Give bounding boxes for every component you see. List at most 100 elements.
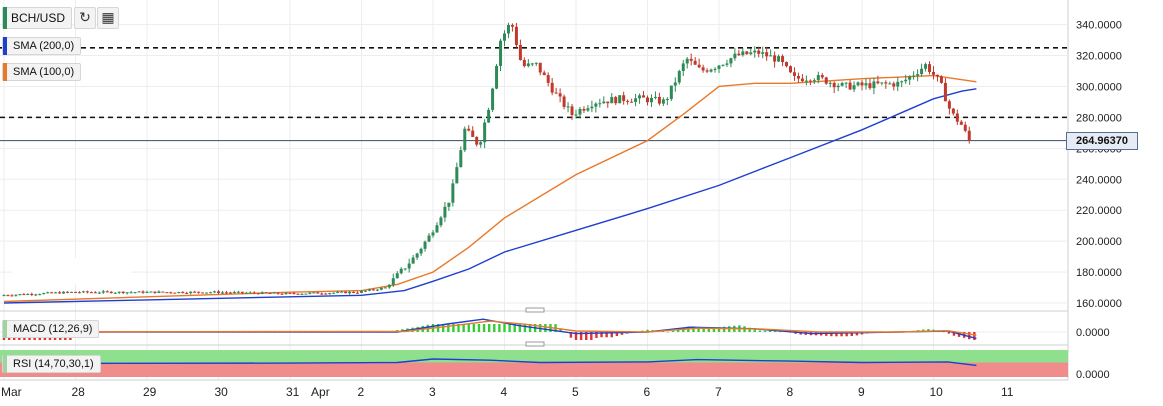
- candle-body: [816, 75, 820, 81]
- candle-body: [363, 290, 367, 292]
- candle-body: [745, 51, 749, 55]
- candle-body: [828, 82, 832, 84]
- candle-body: [777, 56, 781, 62]
- candle-body: [602, 101, 606, 104]
- candle-body: [220, 292, 224, 294]
- candle-body: [773, 55, 777, 62]
- candle-body: [594, 103, 598, 107]
- candle-body: [117, 291, 121, 293]
- candle-body: [387, 284, 391, 288]
- candle-body: [912, 75, 916, 77]
- candle-body: [50, 292, 54, 294]
- candle-body: [252, 292, 256, 294]
- candle-body: [864, 83, 868, 86]
- rsi-swatch: [3, 355, 7, 373]
- macd-histogram-bar: [671, 330, 675, 332]
- candle-body: [642, 95, 646, 98]
- candle-body: [181, 291, 185, 293]
- sma200-indicator[interactable]: SMA (200,0): [2, 37, 82, 55]
- candle-body: [201, 292, 205, 294]
- candle-body: [93, 292, 97, 294]
- candle-body: [495, 65, 499, 89]
- macd-histogram-bar: [544, 324, 547, 332]
- candle-body: [892, 83, 896, 87]
- macd-histogram-bar: [748, 327, 751, 332]
- x-tick-label: 9: [858, 385, 865, 399]
- x-tick-label: 11: [1001, 385, 1014, 399]
- candle-body: [18, 294, 22, 296]
- symbol-selector[interactable]: BCH/USD: [2, 7, 73, 29]
- candle-body: [141, 291, 145, 293]
- candle-body: [908, 76, 912, 80]
- symbol-swatch: [3, 7, 7, 29]
- candle-body: [256, 293, 260, 295]
- candle-body: [34, 294, 38, 296]
- candle-body: [169, 292, 173, 294]
- candle-body: [824, 77, 828, 84]
- candle-body: [749, 52, 753, 55]
- candle-body: [356, 292, 360, 294]
- sma200-swatch: [3, 37, 7, 55]
- rsi-indicator[interactable]: RSI (14,70,30,1): [2, 355, 101, 373]
- macd-indicator[interactable]: MACD (12,26,9): [2, 320, 100, 338]
- sma200-label: SMA (200,0): [13, 40, 75, 52]
- macd-histogram-bar: [477, 324, 481, 332]
- candle-body: [673, 82, 677, 86]
- sma100-indicator[interactable]: SMA (100,0): [2, 63, 82, 81]
- candle-body: [109, 291, 113, 294]
- candle-body: [725, 63, 729, 65]
- refresh-icon[interactable]: ↻: [74, 7, 96, 29]
- candle-body: [880, 82, 884, 84]
- candle-body: [367, 289, 371, 291]
- rsi-line: [3, 358, 977, 367]
- candle-body: [550, 82, 554, 93]
- candle-body: [677, 71, 681, 83]
- macd-histogram-bar: [661, 331, 665, 332]
- candle-body: [224, 292, 228, 294]
- macd-histogram-bar: [559, 328, 562, 332]
- candle-body: [554, 92, 558, 94]
- candle-body: [228, 292, 232, 294]
- candle-body: [133, 292, 137, 294]
- candle-body: [693, 60, 697, 65]
- candle-body: [848, 82, 852, 90]
- candle-body: [955, 113, 959, 122]
- candle-body: [395, 273, 399, 279]
- y-tick-label: 320.0000: [1076, 51, 1122, 63]
- candle-body: [765, 52, 769, 57]
- candle-body: [514, 26, 518, 45]
- candle-body: [733, 53, 737, 59]
- macd-histogram-bar: [702, 327, 705, 332]
- candle-body: [506, 24, 510, 34]
- y-tick-label: 180.0000: [1076, 267, 1122, 279]
- candle-body: [340, 291, 344, 293]
- macd-histogram-bar: [676, 329, 680, 332]
- macd-histogram-bar: [610, 332, 613, 338]
- candle-body: [737, 53, 741, 56]
- candle-body: [546, 75, 550, 83]
- candle-body: [70, 291, 74, 293]
- macd-histogram-bar: [753, 329, 756, 332]
- macd-histogram-bar: [472, 324, 476, 332]
- candle-body: [375, 289, 379, 291]
- candle-body: [884, 82, 888, 84]
- candle-body: [236, 291, 240, 293]
- candle-body: [344, 291, 348, 294]
- candle-body: [296, 293, 300, 295]
- candle-body: [443, 206, 447, 218]
- candle-body: [947, 101, 951, 109]
- candle-body: [904, 79, 908, 82]
- candle-body: [761, 52, 765, 54]
- macd-histogram-bar: [600, 332, 603, 338]
- candle-body: [165, 292, 169, 294]
- candle-body: [22, 294, 26, 296]
- pane-resize-handle: [525, 341, 545, 347]
- calendar-icon[interactable]: ▦: [97, 7, 119, 29]
- candle-body: [213, 291, 217, 293]
- candle-body: [411, 257, 415, 264]
- macd-histogram-bar: [579, 332, 583, 340]
- candle-body: [129, 292, 133, 294]
- candle-body: [288, 292, 292, 294]
- candle-body: [709, 69, 713, 72]
- candle-body: [383, 287, 387, 289]
